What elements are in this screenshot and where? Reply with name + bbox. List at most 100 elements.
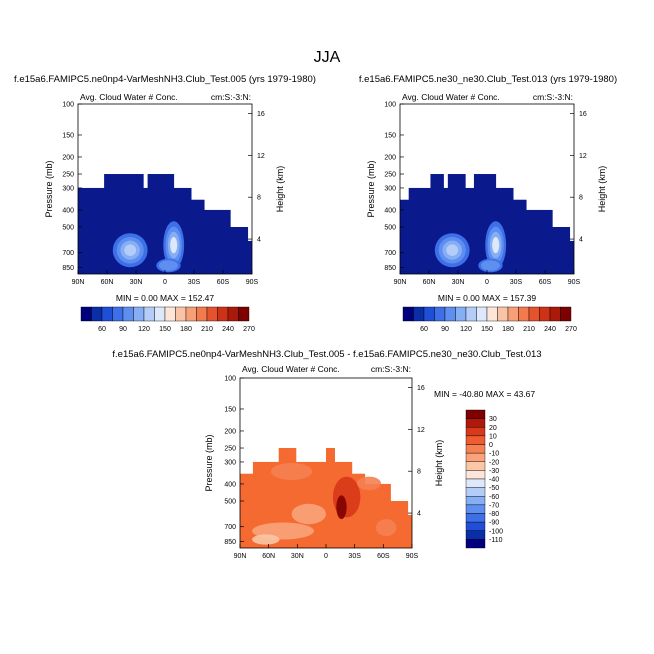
colorbar-box: [518, 306, 530, 322]
colorbar-box: [402, 306, 414, 322]
field-column: [539, 209, 544, 274]
panel-1-title: f.e15a6.FAMIPC5.ne0np4-VarMeshNH3.Club_T…: [14, 74, 316, 85]
field-column: [403, 500, 409, 548]
colorbar-label: -50: [489, 485, 499, 492]
colorbar-label: -40: [489, 477, 499, 484]
panel-2-subtitle-left: Avg. Cloud Water # Conc.: [402, 92, 500, 102]
colorbar-label: 180: [502, 326, 514, 333]
colorbar-box: [465, 478, 486, 488]
y-right-tick-label: 8: [579, 195, 583, 202]
colorbar-box: [465, 427, 486, 437]
y-right-tick-label: 12: [579, 153, 587, 160]
y-right-tick-label: 8: [257, 195, 261, 202]
field-column: [407, 514, 412, 548]
colorbar-box: [465, 452, 486, 462]
panel-2-subtitle-right: cm:S:-3:N:: [533, 92, 573, 102]
field-column: [191, 199, 196, 274]
field-column: [408, 187, 414, 274]
colorbar-box: [143, 306, 155, 322]
colorbar-label: 150: [481, 326, 493, 333]
contour-patch: [291, 503, 326, 525]
panel-3-subtitle-right: cm:S:-3:N:: [371, 364, 411, 374]
field-column: [399, 500, 404, 548]
colorbar-label: 210: [201, 326, 213, 333]
field-column: [95, 187, 101, 274]
field-column: [244, 473, 249, 548]
field-column: [78, 187, 83, 274]
y-tick-label: 200: [62, 154, 74, 161]
field-column: [565, 226, 571, 274]
y-tick-label: 150: [62, 132, 74, 139]
field-column: [99, 187, 105, 274]
y-tick-label: 150: [224, 406, 236, 413]
field-column: [143, 187, 148, 274]
x-tick-label: 90S: [246, 279, 259, 286]
colorbar-label: -60: [489, 494, 499, 501]
field-column: [473, 174, 479, 274]
colorbar-box: [465, 513, 486, 523]
colorbar-box: [486, 306, 498, 322]
field-column: [487, 174, 492, 274]
field-column: [465, 187, 470, 274]
x-tick-label: 60N: [101, 279, 114, 286]
field-column: [212, 209, 218, 274]
field-column: [517, 199, 523, 274]
field-column: [552, 226, 557, 274]
y-tick-label: 150: [384, 132, 396, 139]
colorbar-label: -100: [489, 528, 503, 535]
field-column: [121, 174, 127, 274]
x-tick-label: 0: [324, 553, 328, 560]
x-tick-label: 60N: [262, 553, 275, 560]
colorbar-box: [101, 306, 113, 322]
y-tick-label: 100: [224, 376, 236, 383]
colorbar-label: -90: [489, 520, 499, 527]
field-column: [556, 226, 562, 274]
colorbar-label: 90: [441, 326, 449, 333]
field-column: [240, 473, 245, 548]
y-tick-label: 250: [384, 172, 396, 179]
colorbar-box: [154, 306, 166, 322]
field-column: [360, 473, 366, 548]
field-column: [317, 461, 323, 548]
y-tick-label: 850: [224, 539, 236, 546]
panel-1-minmax: MIN = 0.00 MAX = 152.47: [116, 293, 215, 303]
field-column: [186, 187, 192, 274]
field-column: [569, 240, 574, 274]
colorbar-box: [507, 306, 519, 322]
field-column: [247, 240, 252, 274]
field-column: [151, 174, 157, 274]
x-tick-label: 30N: [452, 279, 465, 286]
colorbar-box: [549, 306, 561, 322]
colorbar-label: 180: [180, 326, 192, 333]
field-column: [108, 174, 114, 274]
colorbar-box: [164, 306, 176, 322]
colorbar-box: [423, 306, 435, 322]
y-right-tick-label: 16: [257, 111, 265, 118]
page-title: JJA: [314, 49, 341, 66]
contour-patch: [375, 519, 397, 537]
field-column: [356, 473, 361, 548]
colorbar-box: [434, 306, 446, 322]
x-tick-label: 30N: [291, 553, 304, 560]
field-column: [82, 187, 88, 274]
y-tick-label: 400: [62, 207, 74, 214]
colorbar-box: [465, 470, 486, 480]
y-tick-label: 700: [384, 250, 396, 257]
panel-3-title: f.e15a6.FAMIPC5.ne0np4-VarMeshNH3.Club_T…: [112, 349, 541, 360]
colorbar-box: [133, 306, 145, 322]
field-column: [156, 174, 162, 274]
colorbar-label: -110: [489, 537, 503, 544]
x-tick-label: 0: [163, 279, 167, 286]
x-tick-label: 30N: [130, 279, 143, 286]
field-column: [504, 187, 510, 274]
y-tick-label: 100: [62, 102, 74, 109]
field-column: [270, 461, 275, 548]
colorbar-label: 210: [523, 326, 535, 333]
field-column: [117, 174, 122, 274]
field-column: [134, 174, 140, 274]
y-right-tick-label: 4: [257, 237, 261, 244]
field-column: [394, 500, 400, 548]
colorbar-box: [91, 306, 103, 322]
y-tick-label: 850: [384, 265, 396, 272]
field-column: [417, 187, 423, 274]
